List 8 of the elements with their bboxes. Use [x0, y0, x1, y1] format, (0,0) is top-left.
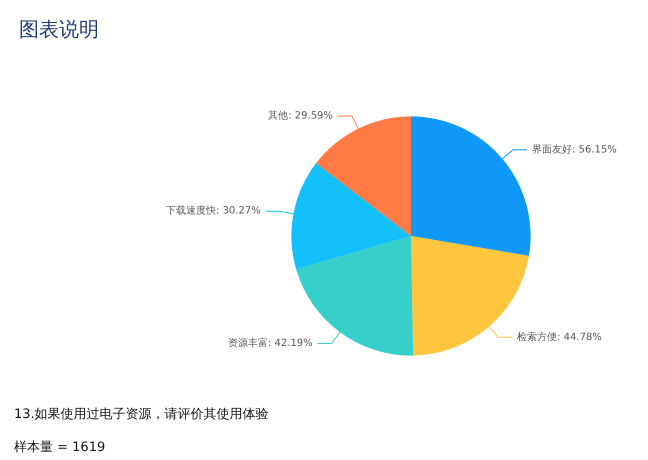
- text: 13.如果使用过电子资源，请评价其使用体验: [14, 406, 269, 423]
- slice-label: 下载速度快: 30.27%: [166, 204, 261, 217]
- chart-title: 图表说明: [19, 17, 99, 41]
- slice-label: 资源丰富: 42.19%: [228, 337, 313, 350]
- slice-label: 界面友好: 56.15%: [532, 144, 617, 156]
- slice-label: 其他: 29.59%: [268, 110, 333, 122]
- slice-label: 检索方便: 44.78%: [517, 330, 602, 343]
- text: 样本量 = 1619: [14, 439, 106, 456]
